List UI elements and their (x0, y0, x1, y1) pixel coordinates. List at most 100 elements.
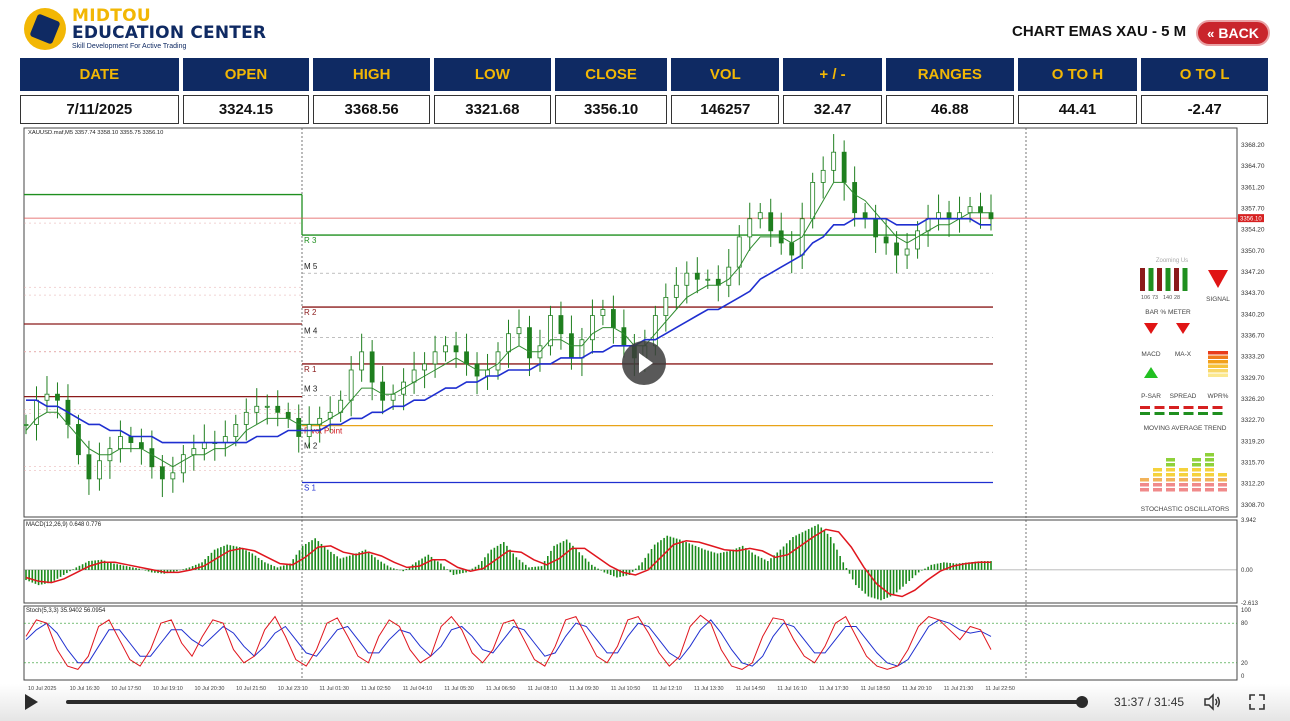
play-icon[interactable] (25, 694, 38, 710)
macd-y-tick: 0.00 (1241, 568, 1253, 574)
price-candle (988, 212, 994, 220)
bar-meter-bar (1182, 268, 1188, 291)
stats-header-0: DATE (20, 58, 179, 91)
stats-value-3: 3321.68 (434, 95, 551, 124)
price-candle (978, 206, 983, 214)
price-candle (590, 315, 595, 341)
back-button-label: BACK (1218, 25, 1259, 41)
y-tick-label: 3354.20 (1241, 227, 1265, 234)
y-tick-label: 3357.70 (1241, 205, 1265, 212)
ma-trend-red-2 (1169, 406, 1179, 409)
volume-icon[interactable] (1203, 693, 1221, 711)
level-label: M 5 (304, 262, 318, 271)
macd-y-tick: 3.942 (1241, 518, 1257, 524)
ma-trend-green-5 (1212, 412, 1223, 415)
stats-header-8: O TO H (1017, 58, 1138, 91)
stats-header-2: HIGH (313, 58, 431, 91)
logo-tagline: Skill Development For Active Trading (72, 43, 187, 50)
stats-table: DATE OPEN HIGH LOW CLOSE VOL + / - RANGES O TO H… (20, 58, 1269, 124)
back-button[interactable]: « BACK (1196, 20, 1270, 46)
level-label: M 2 (304, 441, 318, 450)
main-chart-title: XAUUSD.maf,M5 3357.74 3358.10 3355.75 33… (28, 130, 163, 136)
fullscreen-icon[interactable] (1248, 693, 1266, 711)
price-candle (443, 345, 448, 353)
bar-meter-bar (1148, 268, 1154, 291)
macd-down-icon (1144, 323, 1158, 334)
stoch-osc-cell (1179, 488, 1188, 492)
stoch-osc-cell (1153, 483, 1162, 487)
ema-fast-line (25, 181, 991, 468)
bar-meter (1140, 268, 1188, 291)
macd-panel-frame (23, 519, 1238, 604)
macd-title: MACD(12,26,9) 0.648 0.776 (26, 522, 102, 528)
price-candle (663, 296, 669, 316)
stats-header-3: LOW (434, 58, 551, 91)
stats-value-7: 46.88 (885, 95, 1014, 124)
stoch-osc-cell (1179, 473, 1188, 477)
price-candle (652, 315, 658, 347)
price-candle (694, 272, 700, 280)
main-panel-frame (23, 127, 1238, 518)
price-candle (296, 417, 302, 437)
logo-line2: EDUCATION CENTER (72, 23, 267, 43)
stoch-osc-cell (1179, 483, 1188, 487)
price-candle (904, 248, 910, 256)
price-candle (579, 339, 585, 359)
price-candle (34, 399, 39, 425)
stats-header-1: OPEN (182, 58, 310, 91)
y-tick-label: 3361.20 (1241, 184, 1265, 191)
stats-value-5: 146257 (671, 95, 780, 124)
stats-value-row: 7/11/2025 3324.15 3368.56 3321.68 3356.10 146… (20, 91, 1269, 124)
y-tick-label: 3347.20 (1241, 269, 1265, 276)
progress-fill (66, 700, 1082, 704)
stats-header-row: DATE OPEN HIGH LOW CLOSE VOL + / - RANGES O TO H… (20, 58, 1269, 91)
price-candle (852, 182, 858, 214)
level-label: Pivot Point (304, 427, 343, 436)
stoch-osc-cell (1166, 468, 1175, 472)
y-tick-label: 3364.70 (1241, 163, 1265, 170)
stats-header-7: RANGES (885, 58, 1014, 91)
price-candle (254, 405, 260, 413)
stoch-osc-cell (1192, 458, 1201, 462)
ma-trend-green-4 (1198, 412, 1208, 415)
signal-down-icon (1208, 270, 1228, 288)
bar-meter-bar (1174, 268, 1179, 291)
price-candle (485, 369, 490, 377)
price-candle (76, 424, 81, 456)
stoch-osc-cell (1218, 483, 1227, 487)
price-candle (191, 448, 197, 456)
stoch-y-tick: 20 (1241, 661, 1248, 667)
price-candle (432, 351, 438, 365)
price-candle (516, 327, 522, 335)
stoch-osc-cell (1205, 473, 1214, 477)
logo: MIDTOU EDUCATION CENTER Skill Developmen… (24, 8, 266, 50)
price-candle (348, 369, 354, 401)
price-candle (936, 212, 941, 220)
wpr-label: WPR% (1208, 393, 1229, 400)
price-candle (128, 436, 134, 443)
wpr-bar-3 (1208, 364, 1228, 368)
price-candle (86, 454, 92, 480)
stoch-d-line (25, 619, 992, 667)
stats-header-4: CLOSE (554, 58, 668, 91)
price-candle (495, 351, 501, 371)
stoch-osc-label: STOCHASTIC OSCILLATORS (1141, 506, 1230, 513)
price-candle (915, 230, 920, 250)
price-candle (149, 448, 155, 468)
y-tick-label: 3312.20 (1241, 481, 1265, 488)
price-candle (527, 327, 532, 359)
price-candle (55, 393, 60, 401)
center-play-button[interactable] (622, 341, 666, 385)
stoch-osc-cell (1218, 473, 1227, 477)
progress-track[interactable] (66, 696, 1088, 708)
wpr-bar-2 (1208, 360, 1228, 364)
stoch-osc-cell (1192, 478, 1201, 482)
stoch-osc-cell (1205, 478, 1214, 482)
price-candle (201, 442, 207, 450)
y-tick-label: 3333.20 (1241, 354, 1265, 361)
progress-knob[interactable] (1075, 696, 1088, 708)
stats-value-6: 32.47 (783, 95, 882, 124)
price-candle (464, 351, 469, 365)
stoch-osc-cell (1166, 473, 1175, 477)
ma-trend-red-0 (1140, 406, 1150, 409)
